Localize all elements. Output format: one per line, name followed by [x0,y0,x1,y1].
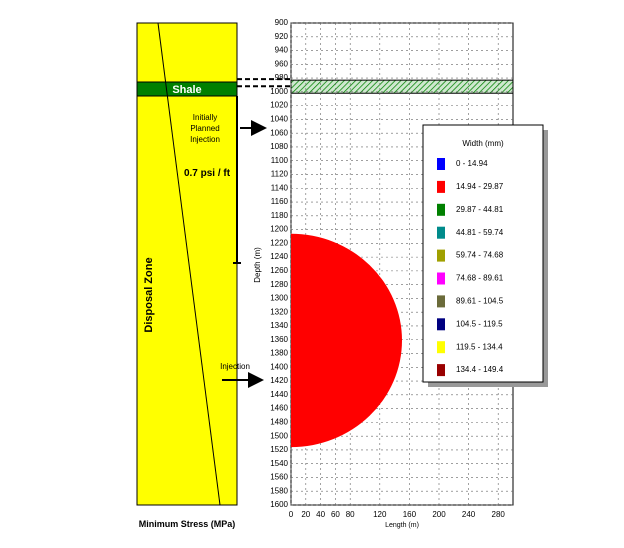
y-tick-label: 1520 [270,445,288,454]
legend-swatch [437,180,445,193]
x-tick-label: 160 [403,510,417,519]
y-tick-label: 1260 [270,266,288,275]
y-tick-label: 1120 [271,170,289,179]
y-tick-label: 1540 [270,459,288,468]
legend-swatch [437,249,445,262]
y-tick-label: 980 [275,73,289,82]
legend-swatch [437,226,445,239]
y-tick-label: 1240 [270,252,288,261]
shale-label: Shale [172,84,201,96]
legend-swatch [437,341,445,354]
x-tick-label: 60 [331,510,340,519]
legend-swatch [437,272,445,285]
legend-swatch [437,158,445,170]
y-tick-label: 1000 [270,87,288,96]
x-tick-label: 20 [301,510,310,519]
disposal-column [136,22,238,506]
legend-label: 119.5 - 134.4 [456,342,503,351]
y-tick-label: 1460 [270,404,288,413]
y-tick-label: 1300 [270,294,288,303]
legend-title: Width (mm) [462,139,504,148]
y-tick-label: 1560 [270,473,288,482]
y-tick-label: 900 [275,18,289,27]
y-tick-label: 1140 [271,183,289,192]
y-tick-label: 1440 [270,390,288,399]
legend-swatch [437,295,445,308]
planned-line-1: Initially [193,113,217,122]
y-tick-label: 940 [275,46,289,55]
legend-swatch [437,318,445,331]
y-tick-label: 1400 [270,362,288,371]
y-tick-label: 1480 [270,417,288,426]
legend-label: 44.81 - 59.74 [456,228,504,237]
stress-axis-label: Minimum Stress (MPa) [139,519,236,529]
y-tick-label: 1340 [270,321,288,330]
y-tick-label: 1360 [270,335,288,344]
gradient-label: 0.7 psi / ft [184,168,231,179]
legend-label: 14.94 - 29.87 [456,182,504,191]
x-tick-label: 40 [316,510,325,519]
y-tick-label: 1320 [270,307,288,316]
y-tick-label: 1420 [270,376,288,385]
x-tick-label: 280 [492,510,506,519]
planned-line-2: Planned [190,124,219,133]
y-tick-label: 1600 [270,500,288,509]
legend-label: 29.87 - 44.81 [456,205,504,214]
stress-line [157,22,221,506]
x-tick-label: 0 [289,510,294,519]
y-tick-label: 1580 [270,486,288,495]
width-contour [291,233,402,448]
y-tick-label: 1060 [270,128,288,137]
y-tick-label: 1500 [270,431,288,440]
x-tick-label: 80 [346,510,355,519]
x-tick-label: 200 [432,510,446,519]
y-tick-label: 960 [275,59,289,68]
y-tick-label: 1100 [271,156,289,165]
y-tick-label: 1380 [270,349,288,358]
y-tick-label: 1180 [271,211,289,220]
shale-band [136,81,238,97]
legend-label: 134.4 - 149.4 [456,365,504,374]
y-axis-label: Depth (m) [253,247,262,283]
legend-swatch [437,364,445,377]
y-tick-label: 1040 [270,115,288,124]
injection-label: Injection [220,362,250,371]
x-tick-label: 240 [462,510,476,519]
y-tick-label: 1200 [270,225,288,234]
x-tick-label: 120 [373,510,387,519]
y-tick-label: 1020 [270,101,288,110]
planned-line-3: Injection [190,135,220,144]
y-tick-label: 1220 [270,238,288,247]
legend-label: 59.74 - 74.68 [456,251,504,260]
y-tick-label: 1160 [271,197,289,206]
y-tick-label: 920 [275,32,289,41]
legend-label: 89.61 - 104.5 [456,297,504,306]
x-axis-label: Length (m) [385,522,419,529]
zone-label: Disposal Zone [143,257,155,332]
y-tick-label: 1280 [270,280,288,289]
legend-label: 104.5 - 119.5 [456,319,503,328]
legend-swatch [437,203,445,216]
shale-zone [290,79,514,94]
legend-label: 0 - 14.94 [456,159,488,168]
y-tick-label: 1080 [270,142,288,151]
legend-label: 74.68 - 89.61 [456,274,504,283]
